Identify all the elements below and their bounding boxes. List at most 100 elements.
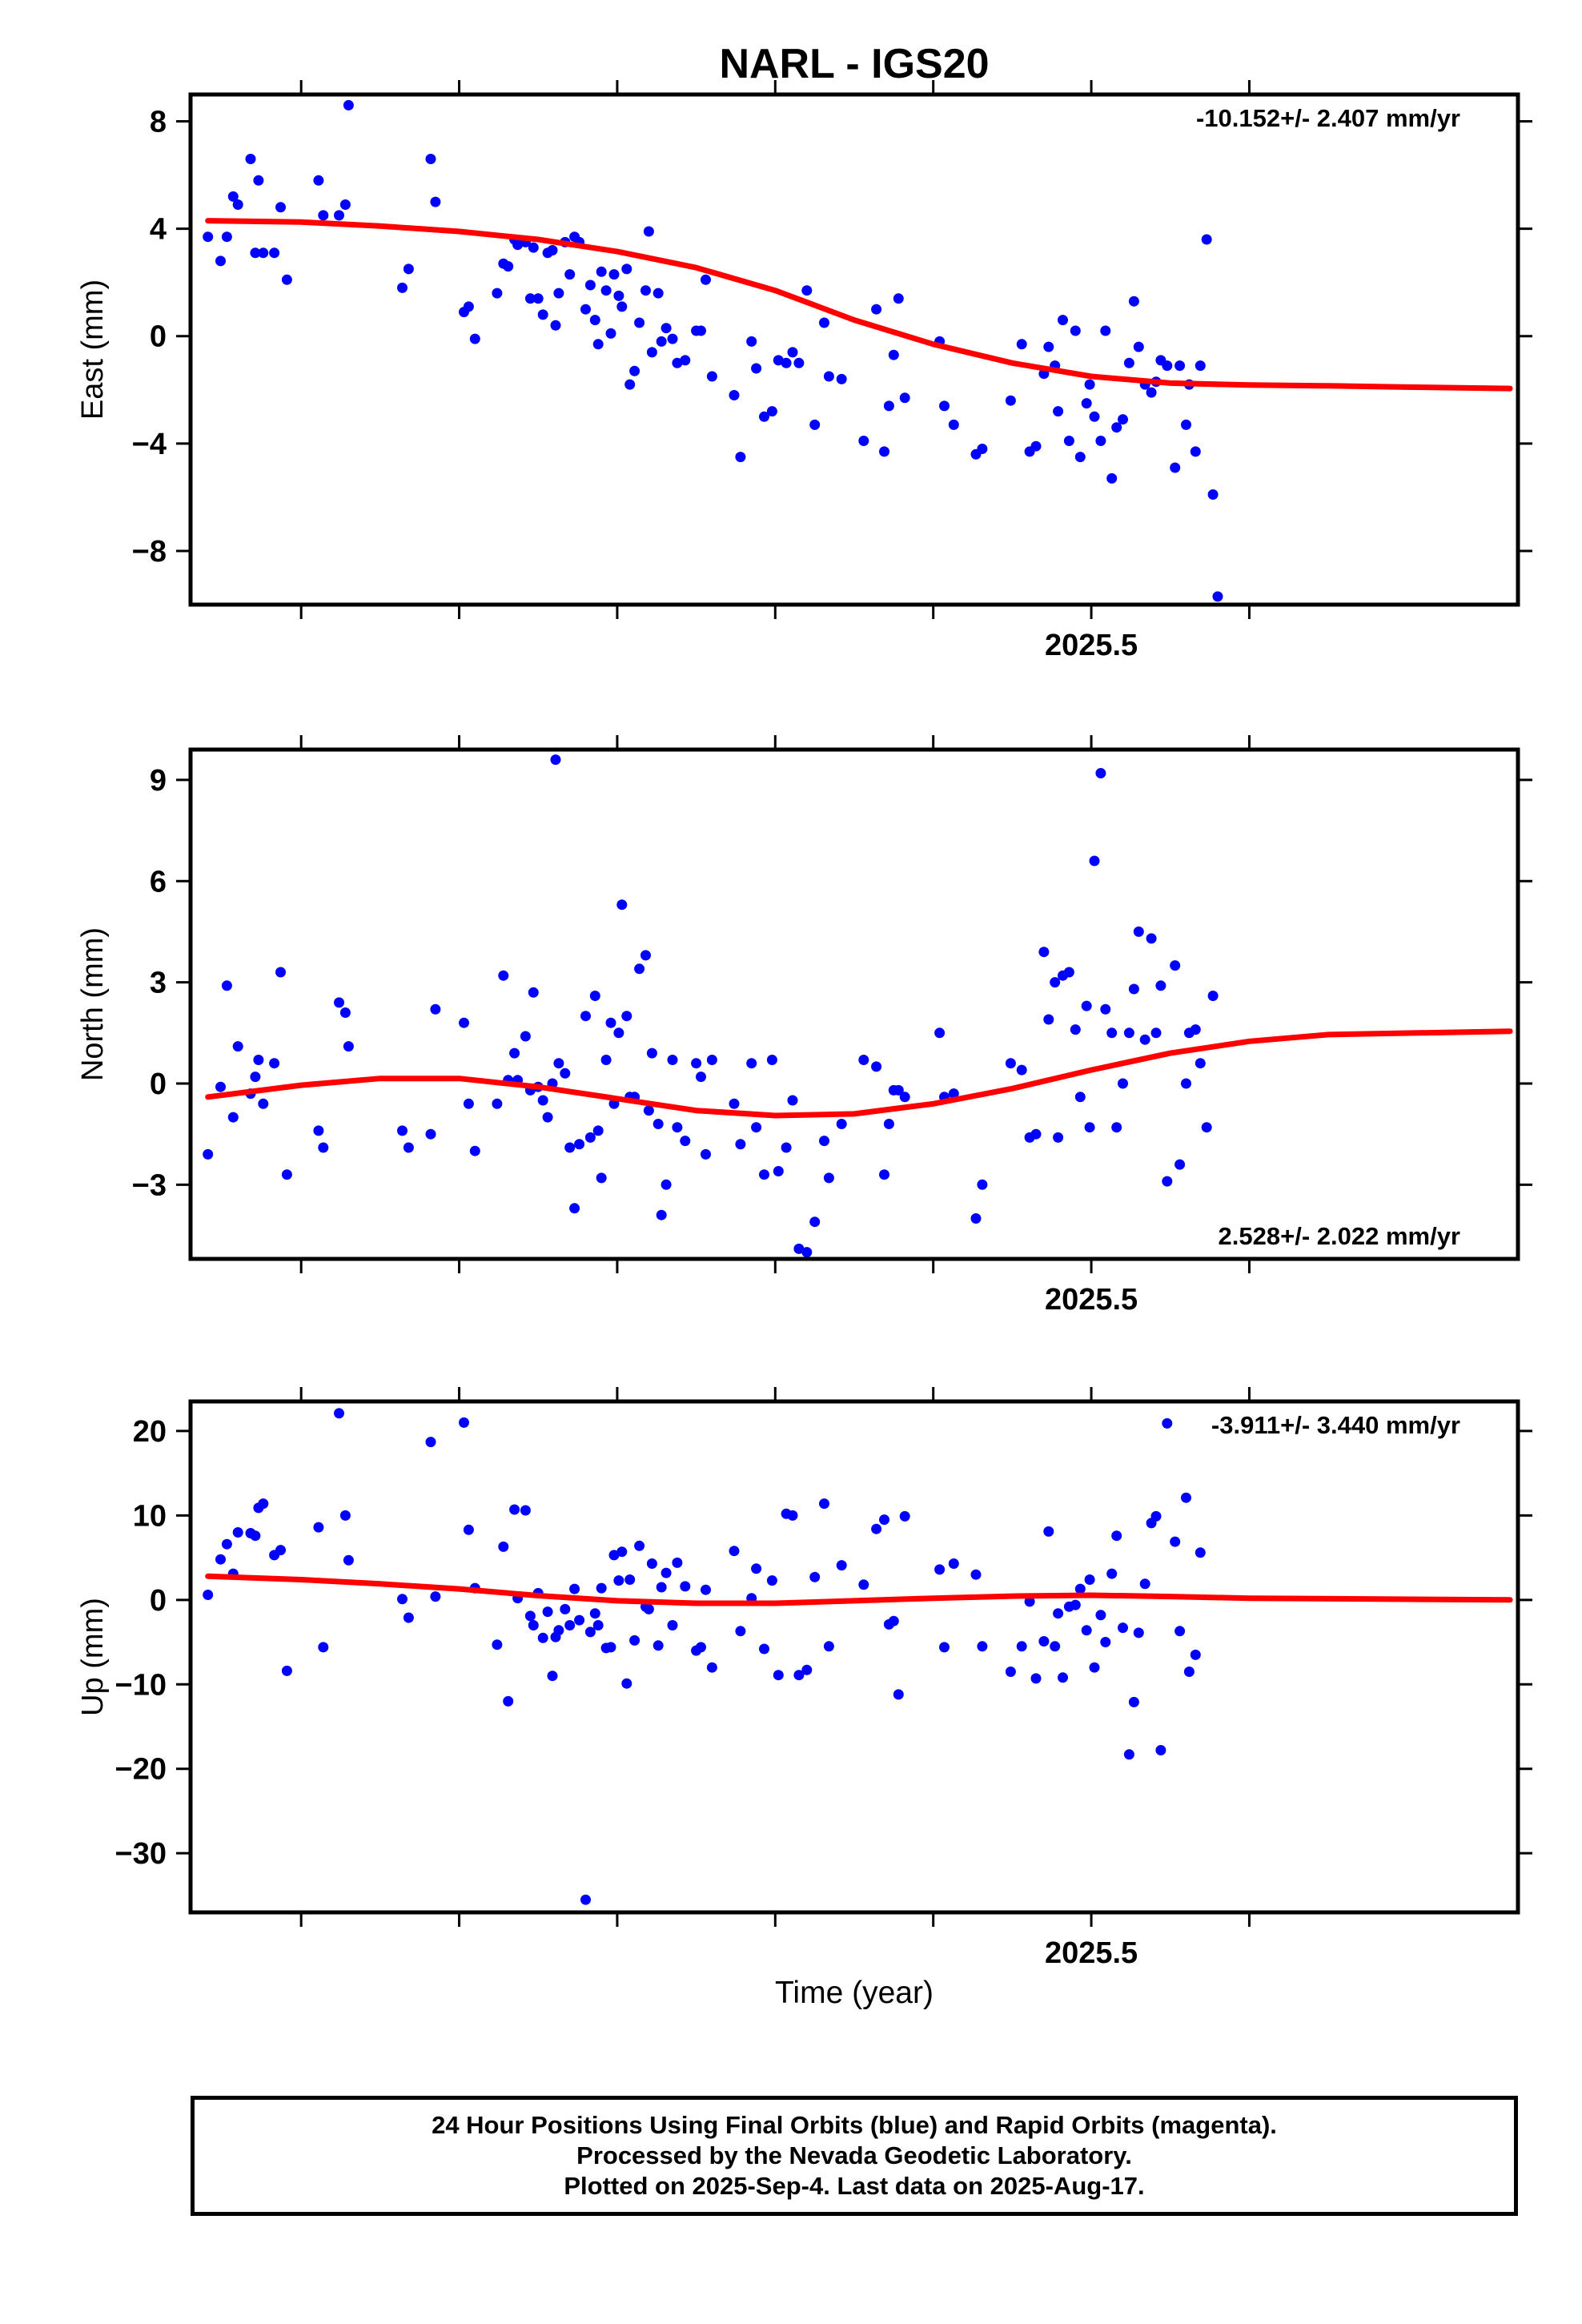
north-data-points — [203, 754, 1219, 1258]
data-point — [823, 1641, 834, 1652]
data-point — [1162, 1417, 1173, 1429]
y-tick-label: −8 — [132, 535, 167, 569]
data-point — [680, 1581, 691, 1592]
data-point — [621, 1011, 632, 1022]
data-point — [934, 1027, 946, 1039]
data-point — [939, 400, 950, 412]
data-point — [823, 1172, 834, 1184]
data-point — [751, 1122, 762, 1133]
data-point — [569, 1583, 580, 1594]
data-point — [696, 1642, 706, 1653]
data-point — [596, 1172, 607, 1184]
data-point — [1095, 436, 1106, 446]
data-point — [1074, 452, 1086, 463]
data-point — [203, 1148, 214, 1160]
data-point — [652, 287, 664, 299]
data-point — [537, 1632, 548, 1643]
data-point — [1058, 315, 1068, 326]
data-point — [624, 1574, 636, 1585]
data-point — [616, 301, 628, 312]
data-point — [823, 371, 834, 382]
data-point — [939, 1642, 950, 1653]
data-point — [634, 1540, 645, 1551]
data-point — [809, 419, 821, 430]
y-tick-label: 3 — [150, 967, 167, 1000]
data-point — [1016, 339, 1027, 350]
data-point — [643, 1105, 654, 1116]
y-tick-label: −20 — [115, 1753, 167, 1787]
data-point — [269, 247, 280, 259]
data-point — [339, 1007, 351, 1018]
data-point — [1174, 1159, 1186, 1170]
data-point — [1190, 446, 1201, 457]
data-point — [888, 349, 899, 360]
data-point — [589, 1608, 600, 1619]
data-point — [1133, 341, 1144, 352]
data-point — [580, 1894, 591, 1905]
data-point — [1074, 1583, 1086, 1594]
data-point — [1170, 462, 1181, 473]
data-point — [1139, 1578, 1150, 1590]
data-point — [542, 1112, 553, 1123]
up-fit-curve — [205, 1573, 1513, 1606]
data-point — [569, 1203, 580, 1214]
data-point — [313, 1522, 324, 1533]
y-tick-label: −10 — [115, 1668, 167, 1702]
data-point — [977, 444, 988, 454]
data-point — [553, 1058, 564, 1069]
data-point — [751, 363, 762, 374]
data-point — [269, 1058, 280, 1069]
y-tick-label: −3 — [132, 1168, 167, 1202]
y-tick-label: 0 — [150, 1068, 167, 1101]
data-point — [819, 317, 829, 328]
data-point — [584, 1626, 596, 1638]
data-point — [318, 210, 329, 221]
data-point — [793, 1670, 805, 1681]
data-point — [313, 1125, 324, 1136]
x-tick-label: 2025.5 — [1045, 629, 1138, 662]
data-point — [560, 1603, 571, 1614]
data-point — [250, 247, 261, 259]
x-tick-label: 2025.5 — [1045, 1936, 1138, 1970]
data-point — [1195, 1547, 1206, 1558]
data-point — [1190, 1024, 1201, 1035]
data-point — [463, 301, 474, 312]
data-point — [584, 279, 596, 291]
data-point — [1183, 1667, 1195, 1677]
data-point — [1024, 1596, 1035, 1607]
data-point — [1081, 398, 1092, 409]
data-point — [1181, 1492, 1191, 1503]
data-point — [646, 1047, 657, 1059]
data-point — [1181, 1078, 1191, 1089]
data-point — [773, 1670, 784, 1681]
data-point — [553, 287, 564, 299]
data-point — [258, 1098, 269, 1109]
data-point — [509, 1504, 520, 1515]
data-point — [253, 1055, 264, 1065]
data-point — [608, 269, 620, 280]
data-point — [701, 274, 711, 285]
data-point — [836, 1560, 847, 1571]
data-point — [629, 1634, 640, 1646]
data-point — [1150, 1510, 1162, 1522]
y-tick-label: 10 — [133, 1499, 167, 1533]
data-point — [661, 323, 672, 334]
data-point — [1181, 419, 1191, 430]
data-point — [343, 99, 354, 111]
north-fit-curve — [205, 1028, 1513, 1119]
data-point — [1123, 1027, 1134, 1039]
data-point — [1118, 414, 1128, 425]
data-point — [667, 333, 678, 344]
data-point — [537, 309, 548, 320]
data-point — [1050, 977, 1061, 988]
data-point — [397, 1125, 408, 1136]
data-point — [883, 400, 894, 412]
data-point — [1139, 1034, 1150, 1045]
data-point — [528, 1620, 539, 1630]
data-point — [532, 293, 544, 304]
data-point — [503, 1695, 514, 1707]
data-point — [1038, 947, 1050, 958]
data-point — [701, 1148, 711, 1160]
data-point — [339, 199, 351, 210]
data-point — [1195, 1058, 1206, 1069]
